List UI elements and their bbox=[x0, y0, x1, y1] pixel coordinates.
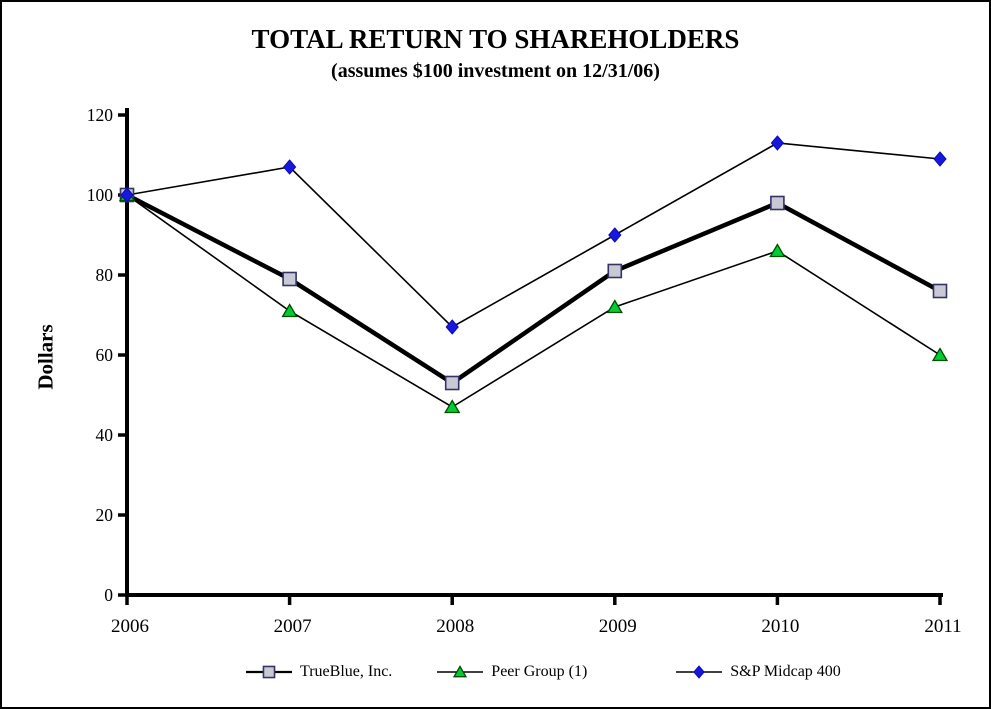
marker-triangle-icon bbox=[931, 347, 949, 362]
marker-square-icon bbox=[932, 283, 948, 299]
x-tick-label: 2010 bbox=[761, 616, 799, 637]
legend-label-sp-midcap: S&P Midcap 400 bbox=[730, 663, 841, 680]
x-tick-label: 2006 bbox=[111, 616, 149, 637]
legend-item-peer-group: Peer Group (1) bbox=[436, 663, 587, 681]
marker-square-icon bbox=[262, 665, 276, 679]
marker-square-icon bbox=[770, 195, 785, 211]
legend-item-trueblue: TrueBlue, Inc. bbox=[245, 663, 392, 681]
marker-triangle-icon bbox=[453, 665, 468, 678]
x-tick-label: 2009 bbox=[599, 616, 637, 637]
chart-subtitle: (assumes $100 investment on 12/31/06) bbox=[331, 60, 660, 82]
marker-diamond-icon bbox=[770, 135, 785, 151]
marker-square-icon bbox=[444, 375, 460, 391]
marker-triangle-icon bbox=[444, 399, 461, 414]
y-tick-label: 20 bbox=[96, 505, 114, 525]
y-axis-title: Dollars bbox=[33, 324, 58, 390]
series-line-2 bbox=[126, 142, 941, 328]
legend-item-sp-midcap: S&P Midcap 400 bbox=[675, 663, 841, 681]
legend-marker-diamond-icon bbox=[676, 665, 723, 679]
series-line-0 bbox=[125, 193, 942, 386]
marker-diamond-icon bbox=[282, 159, 297, 175]
legend-label-peer-group: Peer Group (1) bbox=[491, 663, 588, 680]
marker-triangle-icon bbox=[769, 243, 786, 258]
y-tick-label: 80 bbox=[96, 265, 114, 285]
marker-diamond-icon bbox=[445, 319, 459, 335]
legend: TrueBlue, Inc. Peer Group (1) S&P Midcap… bbox=[245, 663, 841, 681]
legend-label-trueblue: TrueBlue, Inc. bbox=[300, 663, 393, 680]
marker-triangle-icon bbox=[606, 299, 623, 314]
marker-diamond-icon bbox=[693, 665, 706, 679]
marker-diamond-icon bbox=[933, 151, 947, 167]
x-tick-label: 2008 bbox=[436, 616, 474, 637]
legend-marker-square-icon bbox=[246, 665, 292, 679]
marker-diamond-icon bbox=[608, 227, 622, 243]
y-tick-label: 40 bbox=[96, 425, 114, 445]
chart-title: TOTAL RETURN TO SHAREHOLDERS bbox=[251, 24, 740, 54]
marker-square-icon bbox=[607, 263, 623, 279]
y-tick-label: 60 bbox=[96, 345, 114, 365]
marker-square-icon bbox=[282, 271, 297, 287]
marker-triangle-icon bbox=[281, 303, 298, 318]
y-tick-label: 0 bbox=[104, 585, 113, 605]
y-tick-label: 100 bbox=[87, 185, 114, 205]
legend-marker-triangle-icon bbox=[437, 665, 484, 678]
series-line-1 bbox=[126, 194, 941, 408]
x-tick-label: 2011 bbox=[924, 616, 961, 637]
marker-diamond-icon bbox=[120, 187, 134, 203]
y-tick-label: 120 bbox=[87, 105, 114, 125]
x-tick-label: 2007 bbox=[274, 616, 312, 637]
